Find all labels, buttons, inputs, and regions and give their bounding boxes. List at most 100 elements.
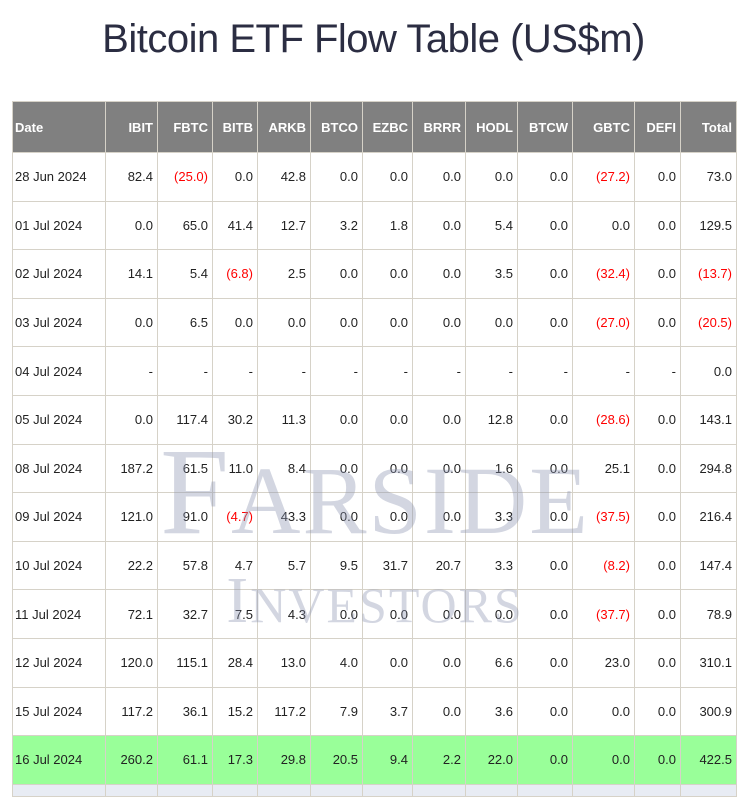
cell-brrr: 2.2 <box>412 735 466 785</box>
cell-fbtc: 61.1 <box>157 735 213 785</box>
cell-brrr: - <box>412 346 466 396</box>
cell-arkb: 5.7 <box>257 540 311 591</box>
table-body: 28 Jun 2024 82.4 (25.0) 0.0 42.8 0.0 0.0 0.0 0.0… <box>12 152 737 797</box>
cell-fbtc: 61.5 <box>157 443 213 494</box>
table-row: 03 Jul 2024 0.0 6.5 0.0 0.0 0.0 0.0 0.0 0.0 0.0 (2… <box>12 297 737 348</box>
cell-hodl: 0.0 <box>465 152 518 202</box>
cell-brrr: 0.0 <box>412 589 466 639</box>
cell-bitb: (6.8) <box>212 249 258 299</box>
empty-cell <box>212 783 258 797</box>
cell-ezbc: 9.4 <box>362 735 413 785</box>
date-cell: 28 Jun 2024 <box>12 152 106 202</box>
cell-total: 147.4 <box>680 540 737 591</box>
cell-bitb: 15.2 <box>212 686 258 737</box>
cell-gbtc: (27.0) <box>572 297 635 348</box>
cell-arkb: 11.3 <box>257 394 311 445</box>
cell-total: 300.9 <box>680 686 737 737</box>
page-title: Bitcoin ETF Flow Table (US$m) <box>102 17 645 61</box>
cell-fbtc: 65.0 <box>157 200 213 251</box>
column-header-brrr: BRRR <box>412 101 466 153</box>
cell-btcw: 0.0 <box>517 735 573 785</box>
cell-btco: 0.0 <box>310 589 363 639</box>
empty-cell <box>257 783 311 797</box>
cell-brrr: 0.0 <box>412 297 466 348</box>
cell-ibit: 0.0 <box>105 200 158 251</box>
cell-total: 143.1 <box>680 394 737 445</box>
cell-defi: 0.0 <box>634 200 681 251</box>
cell-hodl: 22.0 <box>465 735 518 785</box>
cell-btco: 20.5 <box>310 735 363 785</box>
cell-arkb: 12.7 <box>257 200 311 251</box>
table-row: 02 Jul 2024 14.1 5.4 (6.8) 2.5 0.0 0.0 0.0 3.5 0.… <box>12 249 737 299</box>
column-header-hodl: HODL <box>465 101 518 153</box>
cell-ibit: 14.1 <box>105 249 158 299</box>
cell-total: (20.5) <box>680 297 737 348</box>
cell-btcw: 0.0 <box>517 686 573 737</box>
cell-arkb: 42.8 <box>257 152 311 202</box>
empty-cell <box>680 783 737 797</box>
date-cell: 11 Jul 2024 <box>12 589 106 639</box>
column-header-bitb: BITB <box>212 101 258 153</box>
cell-total: 0.0 <box>680 346 737 396</box>
cell-btco: 0.0 <box>310 297 363 348</box>
cell-total: 73.0 <box>680 152 737 202</box>
cell-defi: 0.0 <box>634 297 681 348</box>
cell-brrr: 0.0 <box>412 637 466 688</box>
cell-ibit: 22.2 <box>105 540 158 591</box>
empty-cell <box>12 783 106 797</box>
date-cell: 12 Jul 2024 <box>12 637 106 688</box>
date-cell: 09 Jul 2024 <box>12 492 106 542</box>
table-row: 28 Jun 2024 82.4 (25.0) 0.0 42.8 0.0 0.0 0.0 0.0… <box>12 152 737 202</box>
empty-cell <box>310 783 363 797</box>
cell-fbtc: 117.4 <box>157 394 213 445</box>
cell-total: 422.5 <box>680 735 737 785</box>
etf-flow-table: Date IBIT FBTC BITB ARKB BTCO EZBC BRRR HODL BTCW… <box>12 101 737 797</box>
cell-hodl: 3.6 <box>465 686 518 737</box>
cell-gbtc: 0.0 <box>572 200 635 251</box>
cell-btcw: 0.0 <box>517 492 573 542</box>
cell-gbtc: (8.2) <box>572 540 635 591</box>
cell-defi: 0.0 <box>634 394 681 445</box>
table-row: 16 Jul 2024 260.2 61.1 17.3 29.8 20.5 9.4 2.2 22… <box>12 735 737 785</box>
cell-ezbc: 0.0 <box>362 443 413 494</box>
cell-bitb: 0.0 <box>212 152 258 202</box>
cell-gbtc: 0.0 <box>572 735 635 785</box>
cell-btco: 0.0 <box>310 249 363 299</box>
date-cell: 15 Jul 2024 <box>12 686 106 737</box>
cell-brrr: 0.0 <box>412 492 466 542</box>
column-header-btcw: BTCW <box>517 101 573 153</box>
cell-bitb: 28.4 <box>212 637 258 688</box>
cell-btcw: 0.0 <box>517 297 573 348</box>
column-header-ibit: IBIT <box>105 101 158 153</box>
cell-fbtc: 115.1 <box>157 637 213 688</box>
cell-fbtc: 36.1 <box>157 686 213 737</box>
cell-total: 310.1 <box>680 637 737 688</box>
cell-ezbc: 0.0 <box>362 152 413 202</box>
cell-arkb: 13.0 <box>257 637 311 688</box>
cell-gbtc: 0.0 <box>572 686 635 737</box>
cell-ezbc: 1.8 <box>362 200 413 251</box>
cell-total: 294.8 <box>680 443 737 494</box>
empty-cell <box>412 783 466 797</box>
cell-ezbc: 3.7 <box>362 686 413 737</box>
cell-gbtc: (27.2) <box>572 152 635 202</box>
column-header-date: Date <box>12 101 106 153</box>
cell-bitb: 7.5 <box>212 589 258 639</box>
empty-cell <box>157 783 213 797</box>
cell-defi: 0.0 <box>634 735 681 785</box>
cell-ezbc: 0.0 <box>362 589 413 639</box>
cell-ibit: - <box>105 346 158 396</box>
etf-flow-table-container: Date IBIT FBTC BITB ARKB BTCO EZBC BRRR HODL BTCW… <box>12 101 737 797</box>
date-cell: 03 Jul 2024 <box>12 297 106 348</box>
cell-brrr: 0.0 <box>412 443 466 494</box>
empty-cell <box>572 783 635 797</box>
cell-fbtc: 57.8 <box>157 540 213 591</box>
cell-btcw: 0.0 <box>517 637 573 688</box>
column-header-defi: DEFI <box>634 101 681 153</box>
cell-defi: 0.0 <box>634 637 681 688</box>
cell-defi: 0.0 <box>634 540 681 591</box>
cell-fbtc: 5.4 <box>157 249 213 299</box>
cell-btco: 0.0 <box>310 152 363 202</box>
cell-brrr: 0.0 <box>412 200 466 251</box>
cell-hodl: 3.5 <box>465 249 518 299</box>
